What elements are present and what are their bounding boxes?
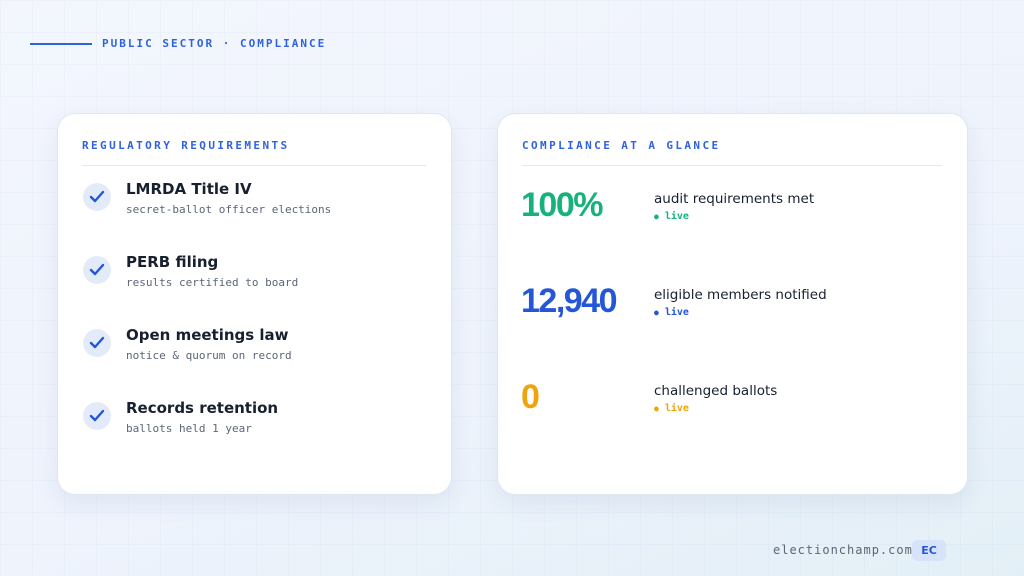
stat-value: 0 <box>521 378 540 416</box>
check-icon <box>83 183 111 211</box>
site-url: electionchamp.com <box>773 543 913 557</box>
check-icon <box>83 256 111 284</box>
check-mark <box>89 190 105 203</box>
stat-value: 12,940 <box>521 282 618 320</box>
status: live <box>654 211 689 222</box>
item-title: Open meetings law <box>126 326 289 344</box>
item-subtitle: notice & quorum on record <box>126 349 292 362</box>
check-mark <box>89 263 105 276</box>
item-title: Records retention <box>126 399 279 417</box>
divider <box>522 165 942 166</box>
check-mark <box>89 409 105 422</box>
item-title: LMRDA Title IV <box>126 180 252 198</box>
glance-card <box>497 113 968 495</box>
stat-label: challenged ballots <box>654 383 778 399</box>
check-icon <box>83 329 111 357</box>
status: live <box>654 307 689 318</box>
requirements-card <box>57 113 452 495</box>
check-mark <box>89 336 105 349</box>
divider <box>82 165 426 166</box>
eyebrow: PUBLIC SECTOR · COMPLIANCE <box>102 37 327 50</box>
item-subtitle: secret-ballot officer elections <box>126 203 332 216</box>
stat-value: 100% <box>521 186 603 224</box>
status: live <box>654 403 689 414</box>
card-title: COMPLIANCE AT A GLANCE <box>522 139 721 152</box>
item-subtitle: results certified to board <box>126 276 299 289</box>
check-icon <box>83 402 111 430</box>
stat-label: eligible members notified <box>654 287 827 303</box>
item-subtitle: ballots held 1 year <box>126 422 252 435</box>
item-title: PERB filing <box>126 253 219 271</box>
header-rule <box>30 43 92 45</box>
badge: EC <box>912 540 946 561</box>
stat-label: audit requirements met <box>654 191 815 207</box>
card-title: REGULATORY REQUIREMENTS <box>82 139 290 152</box>
